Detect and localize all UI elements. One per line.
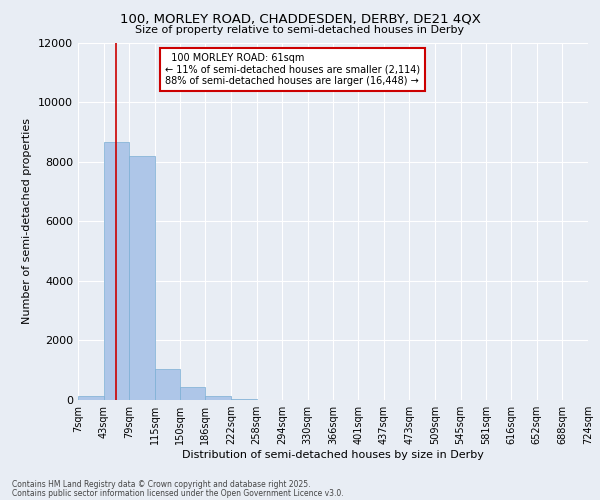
Bar bbox=[129, 156, 155, 400]
X-axis label: Distribution of semi-detached houses by size in Derby: Distribution of semi-detached houses by … bbox=[182, 450, 484, 460]
Bar bbox=[231, 398, 257, 400]
Text: 100 MORLEY ROAD: 61sqm  
← 11% of semi-detached houses are smaller (2,114)
88% o: 100 MORLEY ROAD: 61sqm ← 11% of semi-det… bbox=[164, 53, 420, 86]
Bar bbox=[155, 368, 180, 400]
Text: Size of property relative to semi-detached houses in Derby: Size of property relative to semi-detach… bbox=[136, 25, 464, 35]
Text: Contains HM Land Registry data © Crown copyright and database right 2025.: Contains HM Land Registry data © Crown c… bbox=[12, 480, 311, 489]
Bar bbox=[205, 396, 231, 400]
Bar bbox=[180, 387, 205, 400]
Bar bbox=[104, 142, 129, 400]
Y-axis label: Number of semi-detached properties: Number of semi-detached properties bbox=[22, 118, 32, 324]
Bar bbox=[78, 396, 104, 400]
Text: 100, MORLEY ROAD, CHADDESDEN, DERBY, DE21 4QX: 100, MORLEY ROAD, CHADDESDEN, DERBY, DE2… bbox=[119, 12, 481, 26]
Text: Contains public sector information licensed under the Open Government Licence v3: Contains public sector information licen… bbox=[12, 488, 344, 498]
